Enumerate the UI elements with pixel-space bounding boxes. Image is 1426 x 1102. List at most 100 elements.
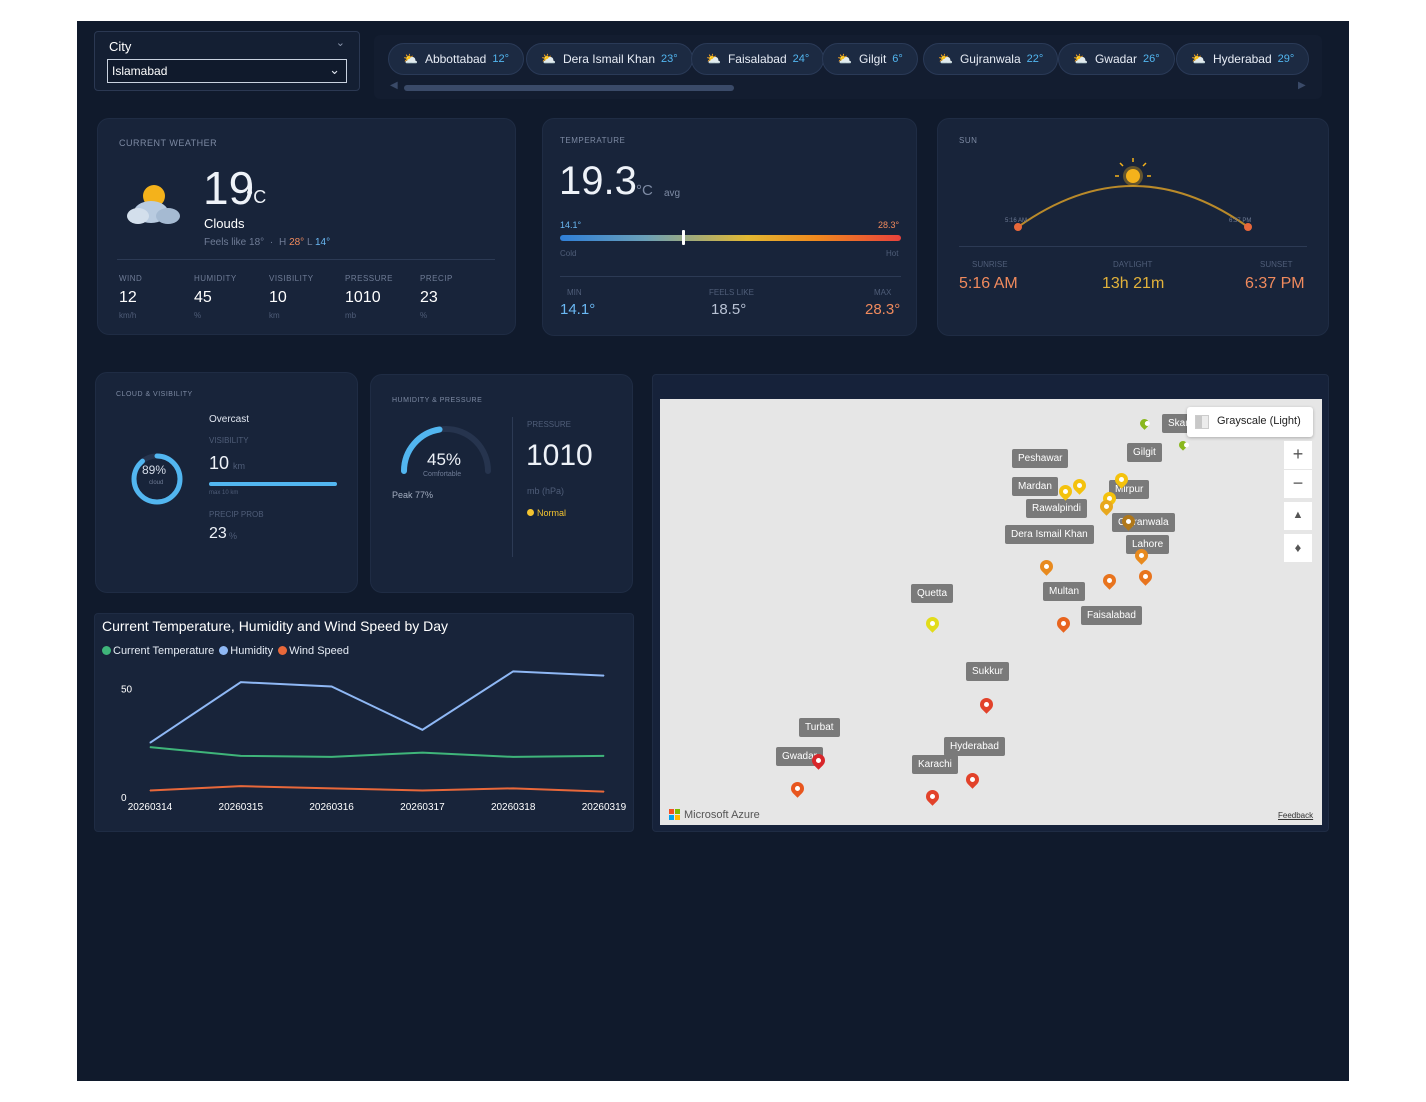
stat-unit: km: [269, 311, 280, 320]
city-carousel: ⛅ Abbottabad 12° ⛅ Dera Ismail Khan 23° …: [374, 35, 1322, 99]
stat-unit: %: [194, 311, 202, 320]
city-chip[interactable]: ⛅ Gujranwala 22°: [923, 43, 1059, 75]
stat-label: WIND: [119, 274, 143, 283]
stat-label: HUMIDITY: [194, 274, 237, 283]
map-style-picker[interactable]: Grayscale (Light): [1187, 407, 1313, 437]
visibility-bar-fill: [209, 482, 337, 486]
city-slicer[interactable]: City ⌄ Islamabad ⌄: [94, 31, 360, 91]
legend-item-wind[interactable]: Wind Speed: [278, 645, 349, 657]
map-pin[interactable]: [977, 695, 996, 714]
data-point[interactable]: [331, 756, 333, 758]
city-chip-name: Abbottabad: [424, 52, 487, 66]
current-weather-card: CURRENT WEATHER 19 °C Clouds Feels like …: [97, 118, 516, 335]
data-point[interactable]: [512, 756, 514, 758]
data-point[interactable]: [240, 755, 242, 757]
city-dropdown-value: Islamabad: [112, 64, 168, 78]
microsoft-logo-icon: [669, 809, 681, 821]
city-chip-temp: 26°: [1142, 53, 1160, 65]
feels-title: FEELS LIKE: [709, 288, 754, 297]
avg-temp: 19.3: [559, 159, 637, 203]
map-pin[interactable]: [923, 614, 942, 633]
high-prefix: H: [279, 237, 287, 248]
cloud-cover-word: cloud: [149, 480, 164, 486]
pressure-title: PRESSURE: [527, 420, 572, 429]
data-point[interactable]: [512, 787, 514, 789]
map-pin[interactable]: [1177, 439, 1189, 451]
city-chip[interactable]: ⛅ Faisalabad 24°: [691, 43, 825, 75]
cloud-cover-ring: [131, 453, 183, 505]
map-pin[interactable]: [1070, 476, 1089, 495]
map-pin[interactable]: [788, 779, 807, 798]
map-pin[interactable]: [1138, 417, 1151, 430]
map-label-dera-ismail-khan: Dera Ismail Khan: [1005, 525, 1094, 544]
legend-item-temperature[interactable]: Current Temperature: [102, 645, 214, 657]
data-point[interactable]: [149, 746, 151, 748]
city-chip[interactable]: ⛅ Hyderabad 29°: [1176, 43, 1310, 75]
stat-unit: km/h: [119, 311, 137, 320]
city-dropdown[interactable]: Islamabad ⌄: [107, 59, 347, 83]
data-point[interactable]: [421, 729, 423, 731]
data-point[interactable]: [149, 742, 151, 744]
map-label-quetta: Quetta: [911, 584, 954, 603]
map-pin[interactable]: [923, 787, 942, 806]
card-title: TEMPERATURE: [560, 136, 626, 145]
cloud-sun-icon: ⛅: [837, 52, 852, 66]
city-chip-temp: 6°: [892, 53, 903, 65]
map-pin[interactable]: [1037, 557, 1056, 576]
sun-card: SUN 5:16 AM 6:37 PM SUNRISE DAYLIGHT SUN…: [937, 118, 1329, 336]
map-view[interactable]: Peshawar Gilgit Mardan Mirpur Rawalpindi…: [660, 399, 1322, 825]
series-line-humidity[interactable]: [149, 670, 605, 744]
pitch-icon[interactable]: ▲: [1284, 502, 1312, 530]
map-pin[interactable]: [1054, 614, 1073, 633]
map-pin[interactable]: [963, 770, 982, 789]
series-line-current-temperature[interactable]: [149, 746, 605, 758]
map-pin[interactable]: [1136, 567, 1155, 586]
zoom-in-icon[interactable]: +: [1284, 441, 1312, 469]
scroll-right-icon[interactable]: ▶: [1298, 80, 1306, 91]
data-point[interactable]: [149, 790, 151, 791]
chart-legend[interactable]: Current Temperature Humidity Wind Speed: [102, 645, 349, 657]
chevron-down-icon[interactable]: ⌄: [335, 37, 345, 49]
compass-icon[interactable]: ♦: [1284, 534, 1312, 562]
series-line-wind-speed[interactable]: [149, 785, 605, 793]
map-feedback-link[interactable]: Feedback: [1278, 811, 1314, 820]
city-chip-temp: 24°: [792, 53, 810, 65]
data-point[interactable]: [240, 785, 242, 787]
slicer-title: City: [109, 39, 132, 54]
city-chip-name: Faisalabad: [727, 52, 787, 66]
legend-item-humidity[interactable]: Humidity: [219, 645, 273, 657]
humidity-gauge: [401, 426, 491, 474]
dropdown-chevron-icon[interactable]: ⌄: [329, 62, 340, 77]
data-point[interactable]: [512, 670, 514, 672]
zoom-out-icon[interactable]: −: [1284, 470, 1312, 498]
x-tick-label: 20260316: [309, 802, 354, 813]
horizontal-scrollbar[interactable]: [404, 85, 734, 91]
data-point[interactable]: [421, 752, 423, 754]
city-chip[interactable]: ⛅ Abbottabad 12°: [388, 43, 524, 75]
daylight-title: DAYLIGHT: [1113, 260, 1153, 269]
visibility-title: VISIBILITY: [209, 436, 249, 445]
humidity-peak: Peak 77%: [392, 490, 434, 500]
city-chip[interactable]: ⛅ Gilgit 6°: [822, 43, 918, 75]
data-point[interactable]: [603, 755, 605, 757]
city-chip-temp: 12°: [492, 53, 509, 65]
avg-word: avg: [664, 188, 681, 199]
map-label-rawalpindi: Rawalpindi: [1026, 499, 1087, 518]
visibility-value: 10: [269, 289, 287, 306]
data-point[interactable]: [331, 686, 333, 687]
data-point[interactable]: [331, 787, 333, 789]
data-point[interactable]: [421, 790, 423, 791]
line-chart-plot[interactable]: 0 50 20260314 20260315 20260316 20260317 20260…: [95, 614, 635, 833]
city-chip[interactable]: ⛅ Dera Ismail Khan 23°: [526, 43, 693, 75]
precip-title: PRECIP PROB: [209, 510, 264, 519]
map-label-faisalabad: Faisalabad: [1081, 606, 1142, 625]
data-point[interactable]: [603, 791, 605, 793]
map-pin[interactable]: [1100, 571, 1119, 590]
feels-like-line: Feels like 18° · H 28° L 14°: [204, 237, 331, 248]
data-point[interactable]: [603, 675, 605, 677]
data-point[interactable]: [240, 681, 242, 683]
city-chip[interactable]: ⛅ Gwadar 26°: [1058, 43, 1175, 75]
feels-temp: 18.5°: [711, 301, 747, 318]
map-label-gilgit: Gilgit: [1127, 443, 1162, 462]
scroll-left-icon[interactable]: ◀: [390, 80, 398, 91]
